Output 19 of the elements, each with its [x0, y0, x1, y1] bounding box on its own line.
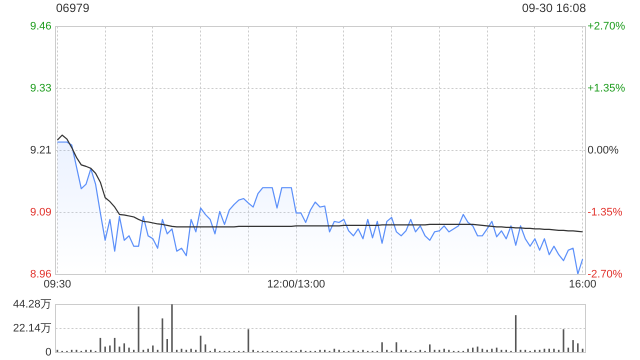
y-tick-label: 9.09 — [30, 206, 52, 218]
x-tick-label: 09:30 — [44, 278, 72, 290]
x-tick-label: 12:00/13:00 — [267, 278, 326, 290]
y2-tick-label: -1.35% — [588, 206, 623, 218]
x-tick-label: 16:00 — [568, 278, 596, 290]
y-tick-label: 9.33 — [30, 82, 52, 94]
line-series — [56, 134, 584, 232]
y-tick-label: 9.21 — [30, 144, 52, 156]
chart-subtitle: 09-30 16:08 — [522, 1, 586, 15]
y-tick-label: 8.96 — [30, 268, 52, 280]
y-tick-label: 9.46 — [30, 20, 52, 32]
chart-title: 06979 — [56, 1, 90, 15]
y-tick-label: 0 — [45, 346, 52, 358]
y-tick-label: 44.28万 — [12, 298, 52, 310]
y2-tick-label: 0.00% — [588, 144, 619, 156]
y2-tick-label: -2.70% — [588, 268, 623, 280]
y2-tick-label: +2.70% — [588, 20, 626, 32]
y-tick-label: 22.14万 — [12, 322, 52, 334]
y2-tick-label: +1.35% — [588, 82, 626, 94]
